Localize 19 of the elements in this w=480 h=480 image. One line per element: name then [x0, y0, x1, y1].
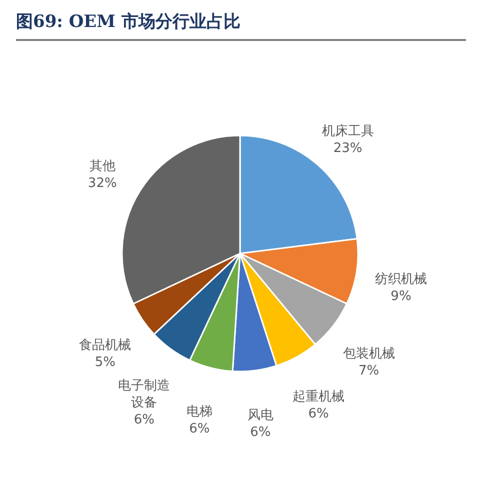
data-label: 5%	[94, 355, 116, 370]
data-label: 23%	[333, 141, 362, 156]
data-label: 32%	[88, 176, 117, 192]
chart-title: 图69: OEM 市场分行业占比	[16, 10, 466, 41]
slice-label: 风电	[247, 408, 274, 424]
slice-label: 食品机械	[79, 338, 132, 354]
data-label: 6%	[134, 412, 155, 428]
slice-label: 电子制造设备	[118, 378, 170, 410]
slice-label: 电梯	[186, 404, 212, 420]
slice-label: 包装机械	[342, 346, 395, 362]
data-label: 6%	[250, 425, 271, 440]
data-label: 6%	[189, 421, 210, 436]
data-label: 6%	[308, 406, 329, 422]
slice-label: 起重机械	[292, 389, 345, 404]
slice-label: 纺织机械	[374, 272, 427, 287]
data-label: 9%	[390, 289, 412, 304]
slice-label: 其他	[89, 159, 116, 174]
slice-label: 机床工具	[322, 124, 374, 140]
data-label: 7%	[358, 363, 380, 378]
